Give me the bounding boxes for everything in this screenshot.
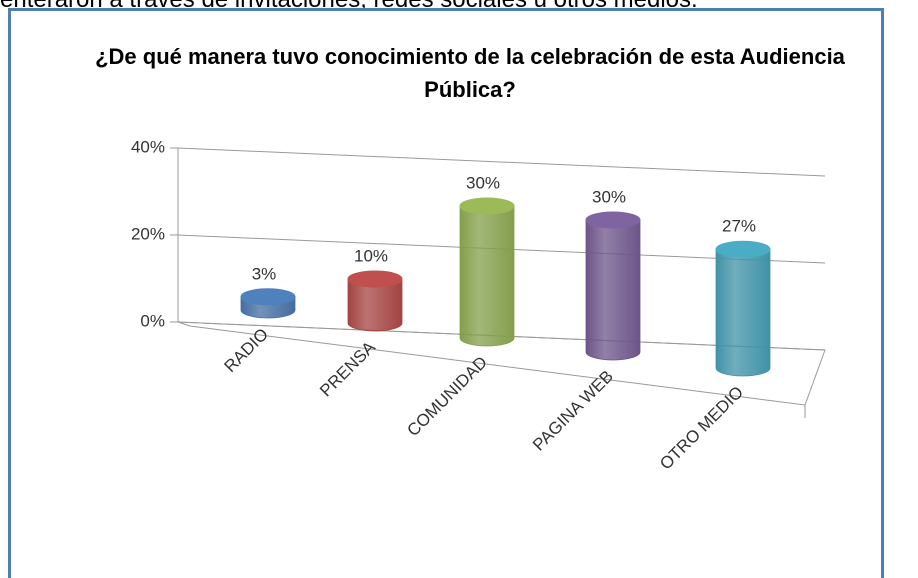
- bar: [459, 197, 515, 347]
- y-tick-label: 20%: [131, 224, 165, 243]
- value-label: 30%: [592, 187, 626, 206]
- x-tick-label: OTRO MEDIO: [656, 383, 747, 474]
- bar-top: [347, 270, 403, 288]
- bar: [240, 288, 296, 319]
- bar-top: [459, 197, 515, 215]
- y-tick-label: 0%: [140, 311, 165, 330]
- y-tick-label: 40%: [131, 137, 165, 156]
- value-label: 27%: [722, 217, 756, 236]
- x-tick-label: COMUNIDAD: [403, 353, 491, 441]
- bar-body: [459, 205, 515, 347]
- x-tick-label: RADIO: [220, 325, 272, 377]
- bar-body: [347, 278, 403, 332]
- bar-top: [240, 288, 296, 306]
- bar: [347, 270, 403, 332]
- x-tick-label: PAGINA WEB: [529, 367, 617, 455]
- bar-body: [715, 248, 771, 377]
- bar-top: [715, 240, 771, 258]
- bar-body: [585, 219, 641, 361]
- value-label: 10%: [354, 246, 388, 265]
- bar: [715, 240, 771, 377]
- value-label: 30%: [466, 173, 500, 192]
- chart-title: ¿De qué manera tuvo conocimiento de la c…: [95, 44, 845, 102]
- grid-line: [177, 147, 826, 177]
- bar-top: [585, 211, 641, 229]
- bar: [585, 211, 641, 361]
- value-label: 3%: [252, 264, 277, 283]
